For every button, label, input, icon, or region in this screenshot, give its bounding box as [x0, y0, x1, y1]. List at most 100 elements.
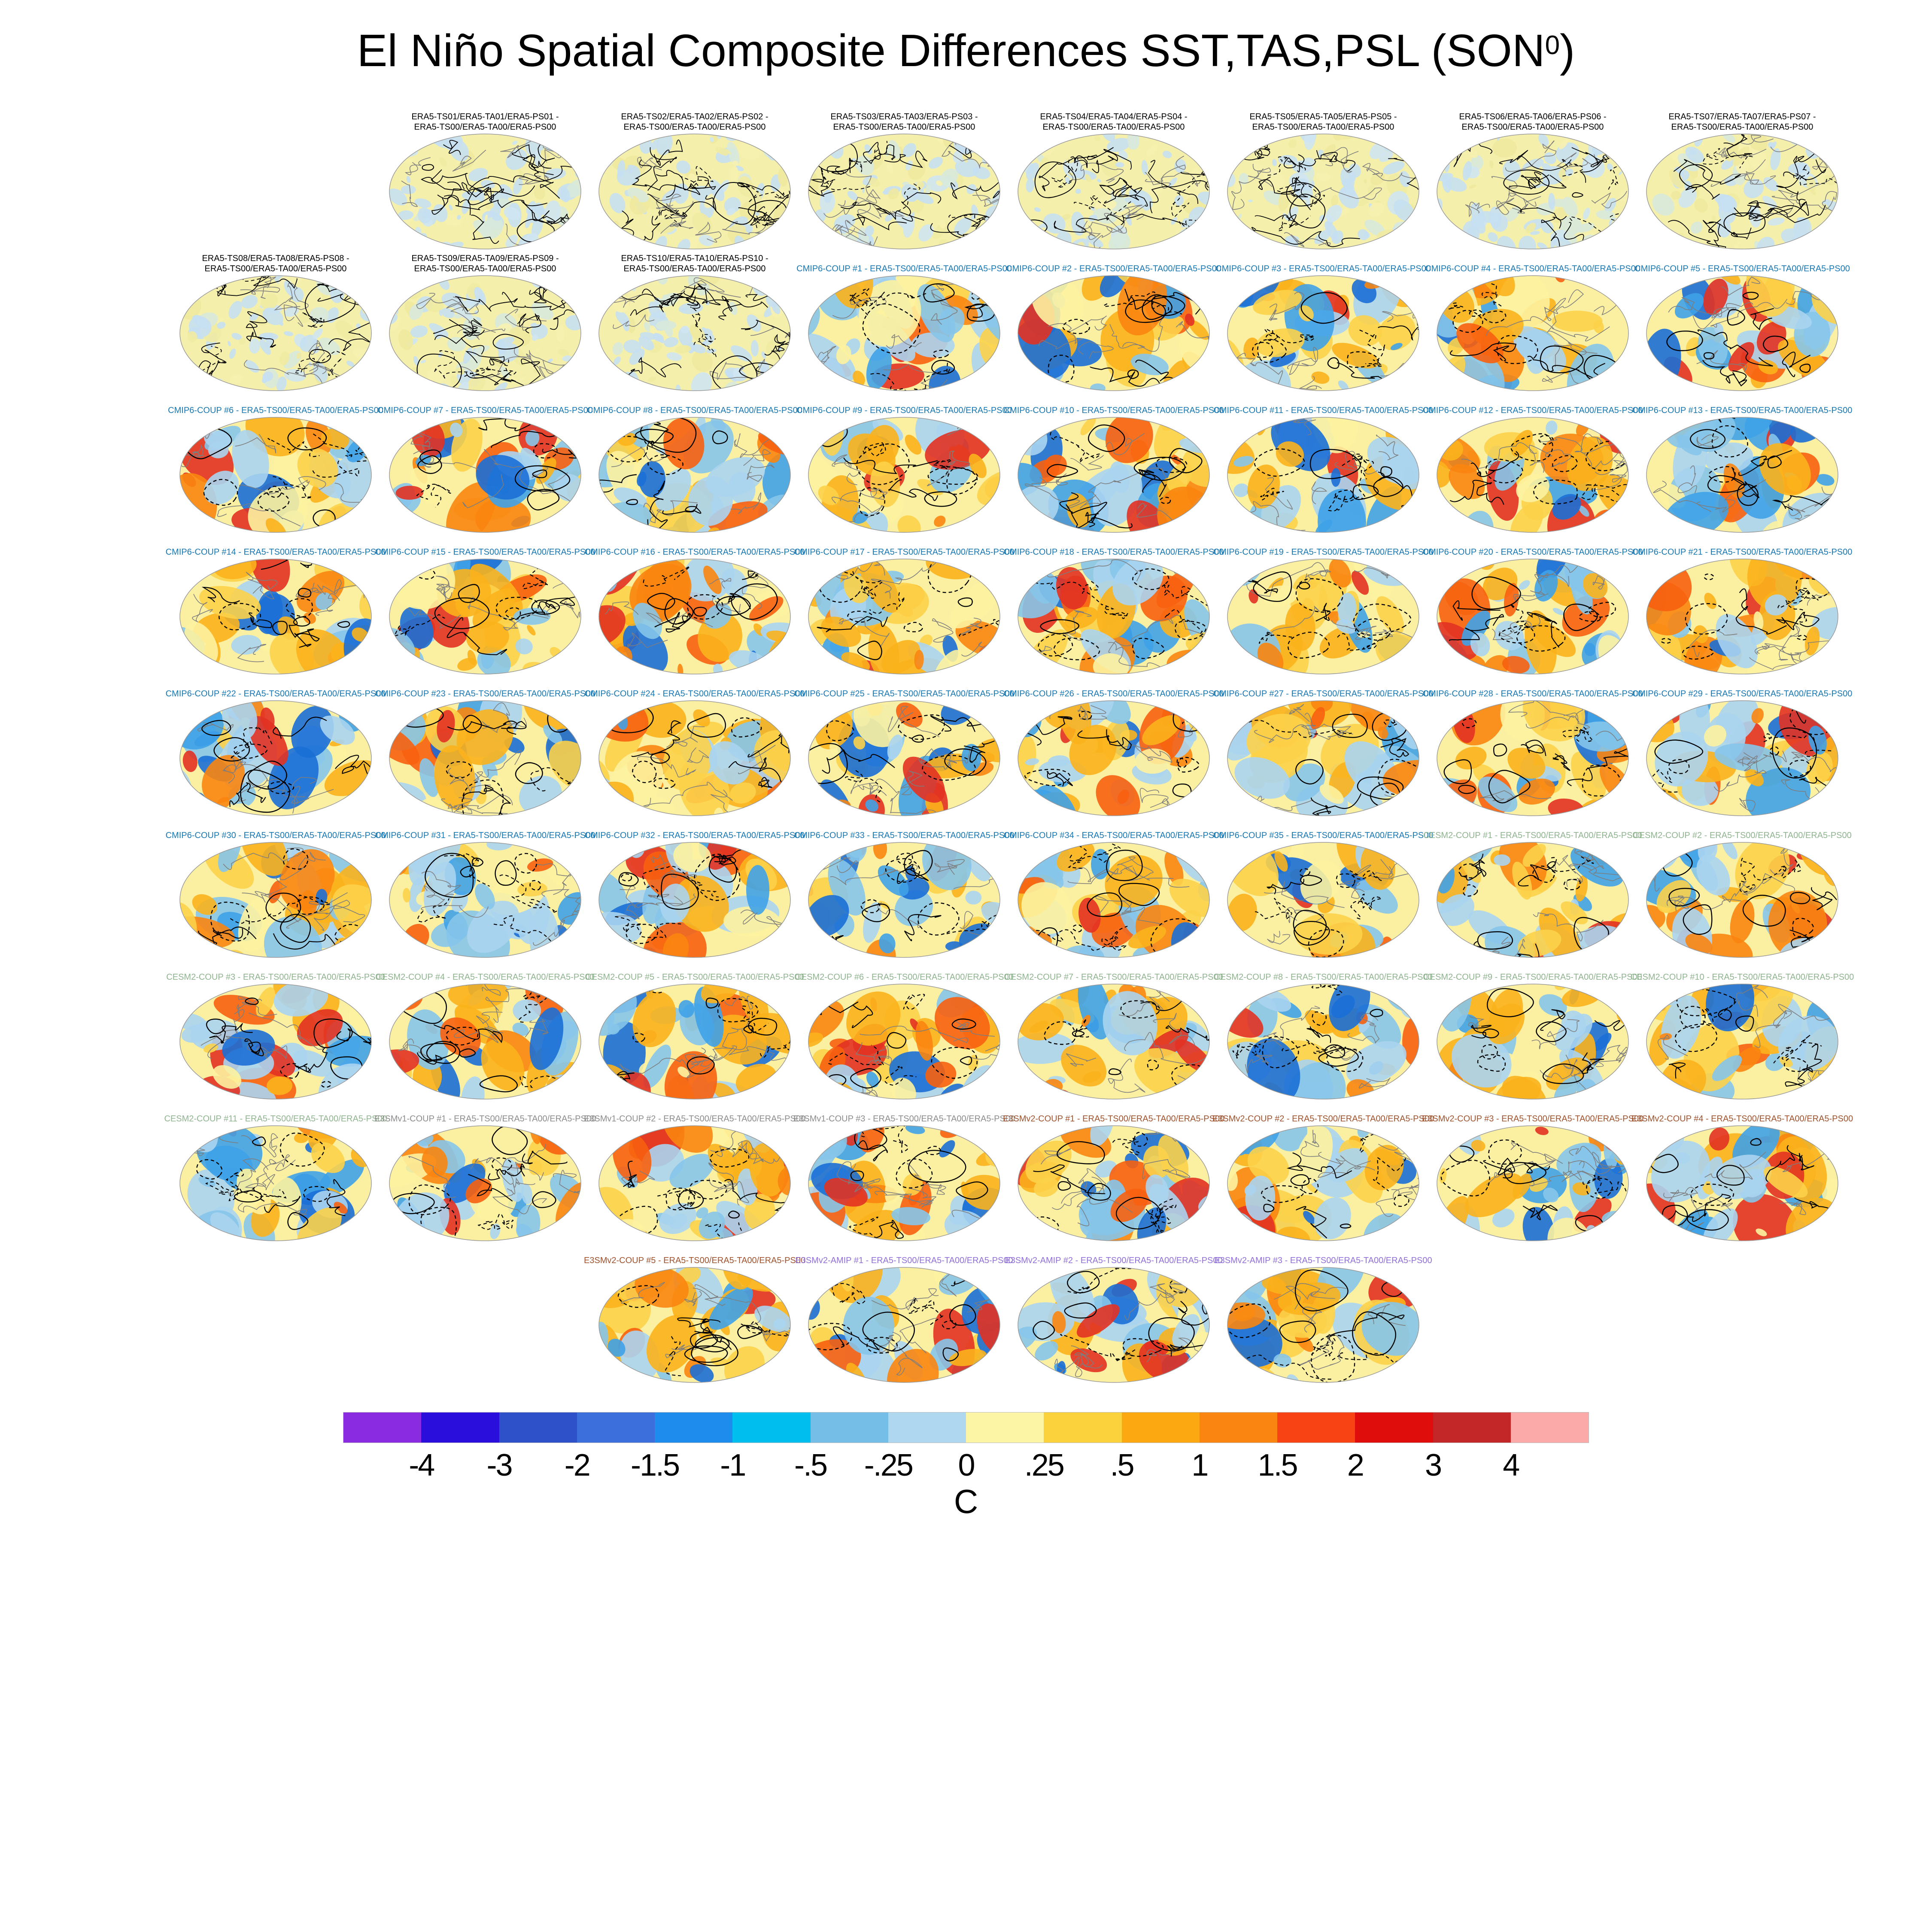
map-panel: ERA5-TS07/ERA5-TA07/ERA5-PS07 - ERA5-TS00…	[1637, 108, 1847, 250]
map-panel: E3SMv2-AMIP #2 - ERA5-TS00/ERA5-TA00/ERA…	[1005, 1242, 1223, 1383]
map-panel-title: ERA5-TS06/ERA5-TA06/ERA5-PS06 - ERA5-TS00…	[1459, 108, 1606, 132]
map-panel-title-line: CESM2-COUP #1 - ERA5-TS00/ERA5-TA00/ERA5…	[1423, 831, 1642, 840]
map-panel-title: CMIP6-COUP #32 - ERA5-TS00/ERA5-TA00/ERA…	[585, 817, 805, 841]
map-panel-title-line: E3SMv1-COUP #1 - ERA5-TS00/ERA5-TA00/ERA…	[374, 1114, 596, 1124]
map-panel-title-line: CMIP6-COUP #35 - ERA5-TS00/ERA5-TA00/ERA…	[1213, 831, 1434, 840]
map-globe	[1437, 417, 1629, 533]
colorbar-tick-label: -.5	[794, 1448, 828, 1482]
map-panel-title: CMIP6-COUP #4 - ERA5-TS00/ERA5-TA00/ERA5…	[1425, 250, 1640, 274]
map-panel: CMIP6-COUP #2 - ERA5-TS00/ERA5-TA00/ERA5…	[1006, 250, 1221, 392]
map-panel: CMIP6-COUP #9 - ERA5-TS00/ERA5-TA00/ERA5…	[796, 392, 1012, 533]
colorbar-segment	[499, 1413, 577, 1443]
map-panel-title-line: E3SMv2-COUP #3 - ERA5-TS00/ERA5-TA00/ERA…	[1422, 1114, 1644, 1124]
map-panel-title: CMIP6-COUP #19 - ERA5-TS00/ERA5-TA00/ERA…	[1213, 533, 1434, 557]
map-panel-title-line: CMIP6-COUP #22 - ERA5-TS00/ERA5-TA00/ERA…	[165, 689, 386, 699]
map-globe	[1646, 984, 1838, 1100]
map-panel-title-line: E3SMv1-COUP #3 - ERA5-TS00/ERA5-TA00/ERA…	[793, 1114, 1015, 1124]
map-globe	[1437, 275, 1629, 391]
map-globe	[1437, 1125, 1629, 1241]
map-panel-title: E3SMv1-COUP #3 - ERA5-TS00/ERA5-TA00/ERA…	[793, 1100, 1015, 1124]
map-grid: ERA5-TS01/ERA5-TA01/ERA5-PS01 - ERA5-TS00…	[164, 108, 1854, 1383]
map-panel-title-line: CMIP6-COUP #3 - ERA5-TS00/ERA5-TA00/ERA5…	[1215, 264, 1431, 273]
map-panel-title: CMIP6-COUP #3 - ERA5-TS00/ERA5-TA00/ERA5…	[1215, 250, 1431, 274]
map-globe	[1018, 700, 1210, 816]
map-panel-title-line: ERA5-TS00/ERA5-TA00/ERA5-PS00	[1461, 122, 1604, 132]
map-panel: ERA5-TS06/ERA5-TA06/ERA5-PS06 - ERA5-TS00…	[1428, 108, 1637, 250]
map-panel-title: CMIP6-COUP #16 - ERA5-TS00/ERA5-TA00/ERA…	[585, 533, 805, 557]
map-panel: CMIP6-COUP #8 - ERA5-TS00/ERA5-TA00/ERA5…	[587, 392, 802, 533]
map-panel-title: CESM2-COUP #10 - ERA5-TS00/ERA5-TA00/ERA…	[1631, 958, 1854, 982]
map-panel-title-line: CMIP6-COUP #29 - ERA5-TS00/ERA5-TA00/ERA…	[1632, 689, 1853, 699]
map-panel-title: CMIP6-COUP #34 - ERA5-TS00/ERA5-TA00/ERA…	[1004, 817, 1224, 841]
map-panel-title: CMIP6-COUP #11 - ERA5-TS00/ERA5-TA00/ERA…	[1213, 392, 1433, 416]
map-panel-title: CMIP6-COUP #2 - ERA5-TS00/ERA5-TA00/ERA5…	[1006, 250, 1221, 274]
map-globe	[598, 1267, 791, 1383]
colorbar-tick-label: 0	[958, 1448, 975, 1482]
map-panel-title-line: CMIP6-COUP #18 - ERA5-TS00/ERA5-TA00/ERA…	[1003, 547, 1224, 557]
map-panel: CESM2-COUP #4 - ERA5-TS00/ERA5-TA00/ERA5…	[376, 958, 595, 1100]
map-globe	[808, 842, 1000, 958]
map-globe	[808, 275, 1000, 391]
map-globe	[808, 1125, 1000, 1241]
map-globe	[1646, 700, 1838, 816]
colorbar-tick-label: 3	[1425, 1448, 1442, 1482]
map-panel-title: CMIP6-COUP #33 - ERA5-TS00/ERA5-TA00/ERA…	[794, 817, 1015, 841]
map-globe	[1018, 275, 1210, 391]
map-globe	[1227, 134, 1419, 249]
map-panel-title: CMIP6-COUP #8 - ERA5-TS00/ERA5-TA00/ERA5…	[587, 392, 802, 416]
map-panel: CMIP6-COUP #16 - ERA5-TS00/ERA5-TA00/ERA…	[585, 533, 805, 675]
map-panel: CMIP6-COUP #7 - ERA5-TS00/ERA5-TA00/ERA5…	[377, 392, 593, 533]
colorbar-tick-label: -1.5	[630, 1448, 680, 1482]
map-globe	[1646, 275, 1838, 391]
map-panel-title-line: CMIP6-COUP #28 - ERA5-TS00/ERA5-TA00/ERA…	[1422, 689, 1643, 699]
map-panel-title-line: ERA5-TS02/ERA5-TA02/ERA5-PS02 -	[621, 112, 769, 122]
map-panel: CMIP6-COUP #28 - ERA5-TS00/ERA5-TA00/ERA…	[1423, 675, 1643, 817]
colorbar-segment	[1044, 1413, 1122, 1443]
map-panel-title-line: CMIP6-COUP #11 - ERA5-TS00/ERA5-TA00/ERA…	[1213, 406, 1433, 415]
map-globe	[1437, 559, 1629, 674]
map-panel-title: CMIP6-COUP #31 - ERA5-TS00/ERA5-TA00/ERA…	[375, 817, 595, 841]
map-panel: CESM2-COUP #9 - ERA5-TS00/ERA5-TA00/ERA5…	[1423, 958, 1642, 1100]
map-panel-title: E3SMv2-AMIP #2 - ERA5-TS00/ERA5-TA00/ERA…	[1005, 1242, 1222, 1266]
map-panel: CMIP6-COUP #5 - ERA5-TS00/ERA5-TA00/ERA5…	[1634, 250, 1850, 392]
map-panel-title-line: CMIP6-COUP #8 - ERA5-TS00/ERA5-TA00/ERA5…	[587, 406, 802, 415]
map-panel-title: CESM2-COUP #6 - ERA5-TS00/ERA5-TA00/ERA5…	[795, 958, 1013, 982]
map-panel: CMIP6-COUP #31 - ERA5-TS00/ERA5-TA00/ERA…	[375, 817, 595, 958]
map-globe	[1227, 1267, 1419, 1383]
map-panel-title: CESM2-COUP #3 - ERA5-TS00/ERA5-TA00/ERA5…	[166, 958, 385, 982]
colorbar-segment	[810, 1413, 888, 1443]
map-panel-title-line: CMIP6-COUP #24 - ERA5-TS00/ERA5-TA00/ERA…	[584, 689, 805, 699]
colorbar-tick-label: 2	[1347, 1448, 1364, 1482]
map-panel-title: ERA5-TS09/ERA5-TA09/ERA5-PS09 - ERA5-TS00…	[411, 250, 559, 274]
map-panel-title-line: ERA5-TS06/ERA5-TA06/ERA5-PS06 -	[1459, 112, 1607, 122]
map-panel-title: CMIP6-COUP #24 - ERA5-TS00/ERA5-TA00/ERA…	[585, 675, 805, 699]
map-panel-title-line: ERA5-TS00/ERA5-TA00/ERA5-PS00	[1252, 122, 1394, 132]
map-panel-title-line: ERA5-TS10/ERA5-TA10/ERA5-PS10 -	[621, 254, 769, 263]
map-panel-title-line: CMIP6-COUP #33 - ERA5-TS00/ERA5-TA00/ERA…	[794, 831, 1015, 840]
map-globe	[1018, 984, 1210, 1100]
map-panel-title-line: CMIP6-COUP #5 - ERA5-TS00/ERA5-TA00/ERA5…	[1634, 264, 1850, 273]
map-panel-title-line: CMIP6-COUP #17 - ERA5-TS00/ERA5-TA00/ERA…	[794, 547, 1015, 557]
map-panel-title-line: E3SMv2-COUP #2 - ERA5-TS00/ERA5-TA00/ERA…	[1212, 1114, 1434, 1124]
colorbar-segment	[421, 1413, 499, 1443]
map-panel-title-line: E3SMv2-AMIP #3 - ERA5-TS00/ERA5-TA00/ERA…	[1214, 1256, 1432, 1265]
map-row: E3SMv2-COUP #5 - ERA5-TS00/ERA5-TA00/ERA…	[171, 1242, 1847, 1383]
map-panel: ERA5-TS04/ERA5-TA04/ERA5-PS04 - ERA5-TS00…	[1009, 108, 1218, 250]
map-panel: CMIP6-COUP #11 - ERA5-TS00/ERA5-TA00/ERA…	[1213, 392, 1433, 533]
map-globe	[1646, 842, 1838, 958]
map-globe	[1437, 134, 1629, 249]
map-row: CMIP6-COUP #6 - ERA5-TS00/ERA5-TA00/ERA5…	[168, 392, 1852, 533]
map-globe	[179, 559, 372, 674]
map-panel-title: E3SMv2-AMIP #1 - ERA5-TS00/ERA5-TA00/ERA…	[795, 1242, 1013, 1266]
map-panel-title-line: CMIP6-COUP #27 - ERA5-TS00/ERA5-TA00/ERA…	[1213, 689, 1434, 699]
map-panel-title-line: CMIP6-COUP #2 - ERA5-TS00/ERA5-TA00/ERA5…	[1006, 264, 1221, 273]
map-panel: CMIP6-COUP #21 - ERA5-TS00/ERA5-TA00/ERA…	[1632, 533, 1852, 675]
map-globe	[1646, 134, 1838, 249]
map-panel-title: CESM2-COUP #8 - ERA5-TS00/ERA5-TA00/ERA5…	[1214, 958, 1432, 982]
map-panel-title-line: E3SMv2-COUP #4 - ERA5-TS00/ERA5-TA00/ERA…	[1631, 1114, 1853, 1124]
map-globe	[389, 134, 581, 249]
figure-title-close: )	[1560, 25, 1575, 76]
map-panel-title: E3SMv2-COUP #3 - ERA5-TS00/ERA5-TA00/ERA…	[1422, 1100, 1643, 1124]
map-panel-title: ERA5-TS01/ERA5-TA01/ERA5-PS01 - ERA5-TS00…	[411, 108, 559, 132]
map-globe	[598, 275, 791, 391]
